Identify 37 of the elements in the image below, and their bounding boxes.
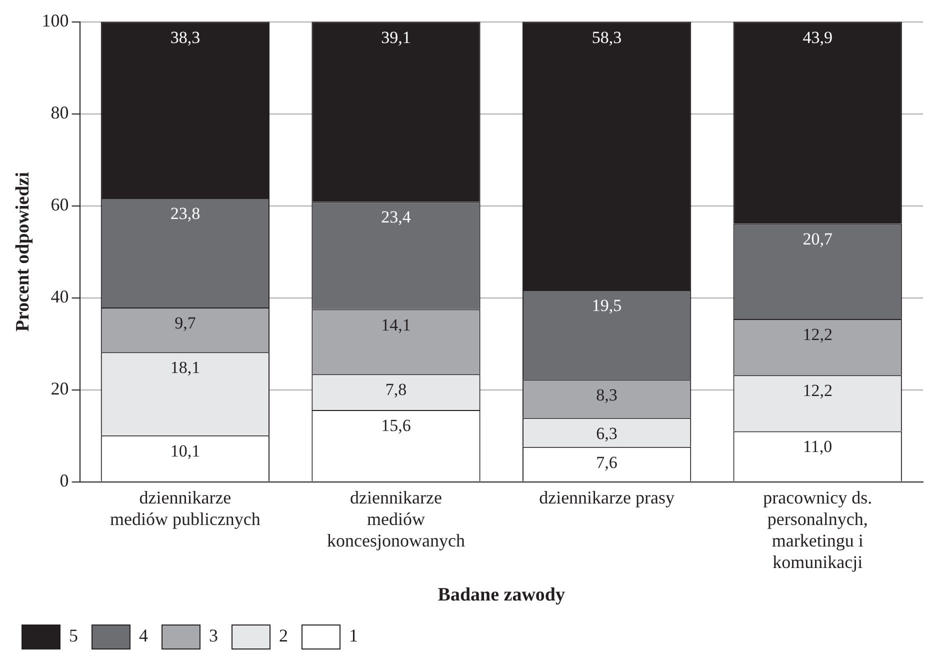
data-label: 7,6 — [596, 452, 618, 472]
data-label: 20,7 — [802, 230, 833, 249]
x-tick-label: dziennikarze prasy — [539, 487, 675, 508]
data-label: 12,2 — [802, 381, 832, 400]
legend-label: 5 — [69, 626, 78, 646]
data-label: 14,1 — [381, 315, 411, 334]
data-label: 39,1 — [381, 28, 411, 47]
y-tick-label: 80 — [50, 102, 69, 123]
x-tick-label: pracownicy ds. personalnych, marketingu i komunikacji — [763, 487, 872, 572]
y-tick-label: 0 — [60, 470, 69, 491]
y-tick-label: 20 — [50, 378, 69, 399]
x-tick-label: dziennikarze mediów publicznych — [110, 487, 260, 529]
data-label: 6,3 — [596, 424, 618, 443]
data-label: 23,4 — [381, 208, 412, 227]
legend-label: 1 — [349, 626, 358, 646]
data-label: 7,8 — [385, 380, 407, 400]
y-tick-label: 100 — [42, 10, 69, 31]
data-label: 58,3 — [592, 28, 622, 47]
x-axis-title: Badane zawody — [438, 584, 566, 606]
legend-label: 3 — [209, 626, 218, 646]
data-label: 38,3 — [170, 28, 200, 47]
data-label: 8,3 — [596, 386, 618, 405]
data-label: 43,9 — [802, 28, 832, 47]
legend-label: 4 — [139, 626, 148, 646]
data-label: 15,6 — [381, 416, 411, 436]
data-label: 19,5 — [592, 296, 622, 315]
data-label: 10,1 — [170, 441, 200, 460]
data-label: 9,7 — [174, 313, 196, 332]
x-tick-label: dziennikarze mediów koncesjonowanych — [327, 487, 465, 551]
y-tick-label: 60 — [50, 194, 69, 215]
data-label: 23,8 — [170, 204, 200, 223]
data-label: 11,0 — [803, 437, 832, 456]
y-axis-title: Procent odpowiedzi — [12, 172, 34, 332]
legend-label: 2 — [279, 626, 288, 646]
data-label: 18,1 — [170, 358, 200, 378]
data-label: 12,2 — [802, 324, 832, 344]
y-tick-label: 40 — [50, 286, 69, 307]
